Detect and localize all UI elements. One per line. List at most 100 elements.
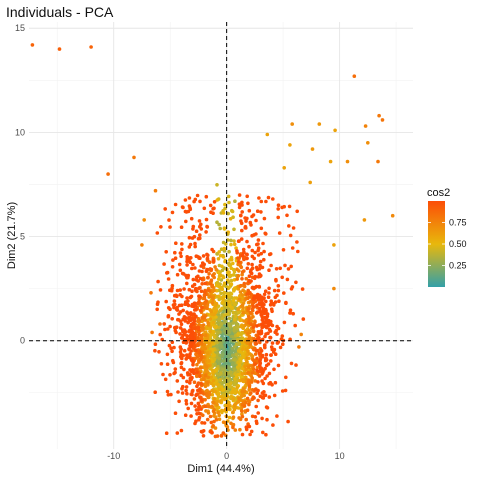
individual-point xyxy=(248,274,252,278)
individual-point xyxy=(267,291,271,295)
individual-point xyxy=(283,264,287,268)
individual-point xyxy=(200,289,204,293)
individual-point xyxy=(249,391,253,395)
individual-point xyxy=(264,200,268,204)
individual-point xyxy=(166,362,170,366)
individual-point xyxy=(199,366,203,370)
individual-point xyxy=(203,398,207,402)
individual-point xyxy=(205,270,209,274)
individual-point xyxy=(167,218,171,222)
individual-point xyxy=(260,417,264,421)
individual-point xyxy=(194,348,198,352)
individual-point xyxy=(246,408,250,412)
individual-point xyxy=(236,307,240,311)
individual-point xyxy=(237,260,241,264)
individual-point xyxy=(241,336,245,340)
individual-point xyxy=(249,322,253,326)
individual-point xyxy=(278,231,282,235)
individual-point xyxy=(261,355,265,359)
individual-point xyxy=(245,360,249,364)
individual-point xyxy=(269,336,273,340)
individual-point xyxy=(190,402,194,406)
individual-point xyxy=(172,346,176,350)
individual-point xyxy=(244,418,248,422)
individual-point xyxy=(268,395,272,399)
individual-point xyxy=(271,341,275,345)
individual-point xyxy=(232,228,236,232)
individual-point xyxy=(269,329,273,333)
individual-point xyxy=(203,282,207,286)
individual-point xyxy=(177,400,181,404)
individual-point xyxy=(257,238,261,242)
individual-point xyxy=(244,368,248,372)
individual-point xyxy=(295,210,299,214)
individual-point xyxy=(255,422,259,426)
individual-point xyxy=(264,394,268,398)
individual-point xyxy=(58,47,62,51)
individual-point xyxy=(245,425,249,429)
individual-point xyxy=(294,281,298,285)
individual-point xyxy=(167,315,171,319)
individual-point xyxy=(223,397,227,401)
individual-point xyxy=(193,404,197,408)
individual-point xyxy=(191,284,195,288)
individual-point xyxy=(255,349,259,353)
individual-point xyxy=(168,225,172,229)
individual-point xyxy=(247,245,251,249)
individual-point xyxy=(229,266,233,270)
individual-point xyxy=(164,300,168,304)
individual-point xyxy=(201,261,205,265)
individual-point xyxy=(216,383,220,387)
individual-point xyxy=(209,204,213,208)
individual-point xyxy=(229,370,233,374)
individual-point xyxy=(295,240,299,244)
individual-point xyxy=(188,236,192,240)
individual-point xyxy=(265,321,269,325)
x-axis-title: Dim1 (44.4%) xyxy=(187,463,254,475)
individual-point xyxy=(176,273,180,277)
individual-point xyxy=(332,287,336,291)
individual-point xyxy=(258,332,262,336)
individual-point xyxy=(251,249,255,253)
individual-point xyxy=(167,306,171,310)
individual-point xyxy=(218,417,222,421)
individual-point xyxy=(291,285,295,289)
individual-point xyxy=(275,294,279,298)
individual-point xyxy=(264,357,268,361)
individual-point xyxy=(177,318,181,322)
individual-point xyxy=(191,227,195,231)
individual-point xyxy=(159,225,163,229)
individual-point xyxy=(196,279,200,283)
individual-point xyxy=(257,336,261,340)
individual-point xyxy=(198,237,202,241)
individual-point xyxy=(183,302,187,306)
individual-point xyxy=(233,303,237,307)
individual-point xyxy=(196,336,200,340)
individual-point xyxy=(212,207,216,211)
individual-point xyxy=(191,368,195,372)
individual-point xyxy=(263,217,267,221)
individual-point xyxy=(218,387,222,391)
individual-point xyxy=(256,380,260,384)
individual-point xyxy=(229,217,233,221)
individual-point xyxy=(216,411,220,415)
individual-point xyxy=(179,251,183,255)
individual-point xyxy=(211,360,215,364)
individual-point xyxy=(248,209,252,213)
individual-point xyxy=(209,317,213,321)
y-tick-label: 0 xyxy=(20,336,25,346)
individual-point xyxy=(197,256,201,260)
individual-point xyxy=(201,414,205,418)
individual-point xyxy=(194,394,198,398)
individual-point xyxy=(258,359,262,363)
individual-point xyxy=(188,352,192,356)
individual-point xyxy=(215,400,219,404)
individual-point xyxy=(194,287,198,291)
individual-point xyxy=(242,269,246,273)
individual-point xyxy=(286,420,290,424)
individual-point xyxy=(210,248,214,252)
individual-point xyxy=(208,330,212,334)
individual-point xyxy=(160,362,164,366)
individual-point xyxy=(245,356,249,360)
individual-point xyxy=(208,295,212,299)
